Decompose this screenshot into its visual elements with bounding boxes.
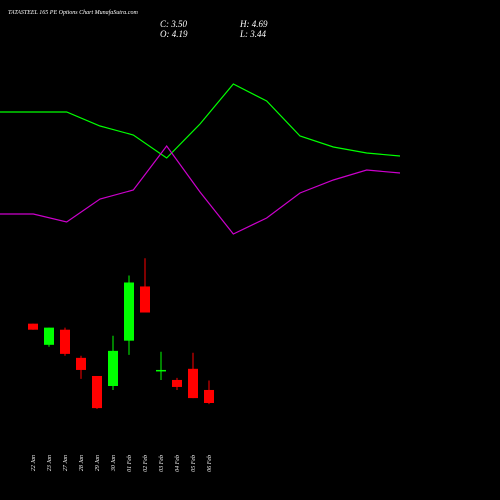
x-tick-label: 05 Feb [191,455,197,472]
x-tick-label: 30 Jan [111,455,117,472]
candle-body [172,379,182,387]
candle-body [124,282,134,341]
x-tick-label: 03 Feb [159,455,165,472]
x-tick-label: 04 Feb [174,455,181,472]
candle-body [76,357,86,370]
candle-body [60,329,70,354]
candle-body [92,375,102,409]
candle-body [28,323,38,330]
candle-body [188,368,198,399]
candle-body [140,286,150,313]
ohlc-close: C: 3.50 [160,19,188,29]
ohlc-open: O: 4.19 [160,29,188,39]
x-tick-label: 23 Jan [47,455,53,471]
indicator-line [0,144,401,235]
x-tick-label: 06 Feb [207,455,213,472]
x-tick-label: 28 Jan [79,455,85,471]
candle-body [44,327,54,345]
candle-body [204,389,214,403]
x-tick-label: 29 Jan [95,455,101,471]
candle-body [108,350,118,386]
x-tick-label: 02 Feb [143,455,149,472]
candle-body [156,369,166,372]
x-tick-label: 27 Jan [63,455,69,471]
indicator-line [0,83,401,159]
ohlc-high: H: 4.69 [239,19,268,29]
x-tick-label: 01 Feb [127,455,133,472]
chart-title: TATASTEEL 165 PE Options Chart MunafaSut… [8,9,138,16]
ohlc-low: L: 3.44 [239,29,267,39]
x-tick-label: 22 Jan [31,455,37,471]
